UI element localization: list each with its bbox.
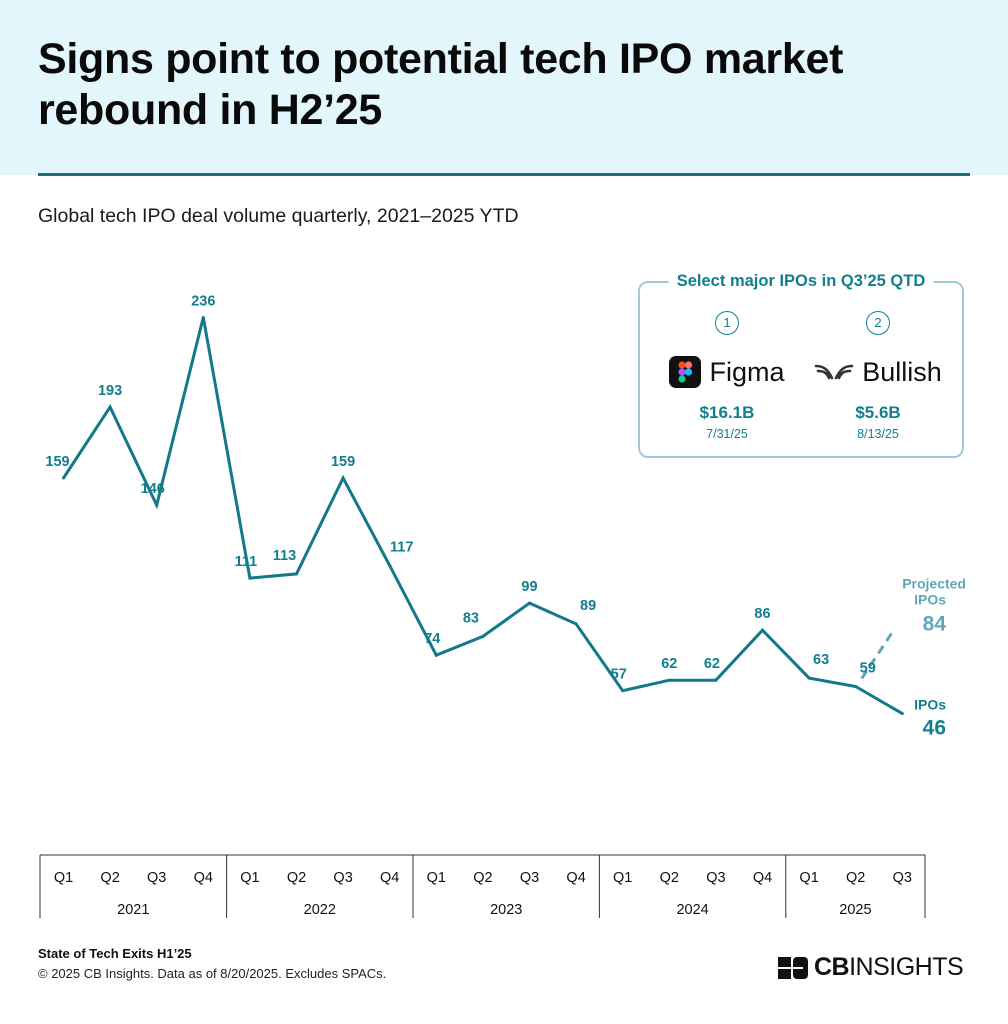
data-label: 62 [704, 656, 720, 672]
data-point [667, 678, 671, 682]
callout-title: Select major IPOs in Q3’25 QTD [668, 272, 934, 291]
data-point [155, 503, 159, 507]
x-tick-label: Q4 [753, 870, 772, 886]
x-tick-label: Q2 [660, 870, 679, 886]
data-point [481, 634, 485, 638]
figma-logo-icon [669, 356, 702, 388]
title-line-1: Signs point to potential tech IPO market [38, 35, 844, 83]
ipo-value: $5.6B [855, 403, 901, 422]
data-point [528, 601, 531, 605]
chart-subtitle: Global tech IPO deal volume quarterly, 2… [38, 205, 519, 227]
footer-report-title: State of Tech Exits H1’25 [38, 946, 192, 961]
data-label: 117 [390, 540, 413, 556]
header-band [0, 0, 1008, 175]
cb-insights-mark-icon [778, 956, 808, 979]
projected-dashed-line [860, 631, 894, 680]
year-label: 2024 [676, 902, 708, 918]
data-point [388, 564, 392, 568]
data-point [900, 712, 904, 716]
x-tick-label: Q3 [147, 870, 166, 886]
data-label: 89 [580, 598, 596, 614]
data-point [295, 572, 298, 576]
x-tick-label: Q3 [893, 870, 912, 886]
data-label: 111 [235, 554, 258, 570]
data-label: 146 [141, 481, 165, 497]
projected-end-value: 84 [923, 612, 947, 635]
data-point [714, 678, 718, 682]
ipo-company-name: Figma [709, 356, 785, 387]
x-tick-label: Q2 [287, 870, 306, 886]
data-label: 159 [331, 454, 355, 470]
data-label: 62 [661, 656, 677, 672]
figma-logo: Figma [652, 355, 802, 389]
x-tick-label: Q4 [566, 870, 585, 886]
x-tick-label: Q1 [54, 870, 73, 886]
data-label: 74 [424, 631, 440, 647]
x-tick-label: Q1 [613, 870, 632, 886]
x-tick-label: Q1 [799, 870, 818, 886]
ipo-value: $16.1B [699, 403, 755, 422]
bullish-logo-icon [814, 364, 854, 380]
ipo-item-figma: 1 Figma $16.1B 7/31/25 [652, 311, 802, 441]
ipo-date: 7/31/25 [706, 427, 748, 441]
x-tick-label: Q1 [427, 870, 446, 886]
ipo-company-name: Bullish [862, 356, 942, 387]
major-ipos-callout: Select major IPOs in Q3’25 QTD 1 Figma $… [638, 272, 964, 458]
year-label: 2025 [839, 902, 871, 918]
data-label: 83 [463, 610, 479, 626]
bullish-logo: Bullish [803, 355, 953, 389]
title-divider [38, 173, 970, 176]
data-label: 193 [98, 383, 122, 399]
data-label: 99 [521, 579, 537, 595]
ipo-number-badge: 2 [866, 311, 890, 335]
data-label: 63 [813, 652, 829, 668]
brand-wordmark: CBINSIGHTS [814, 953, 964, 982]
x-tick-label: Q2 [473, 870, 492, 886]
data-point [434, 653, 438, 657]
x-tick-label: Q3 [333, 870, 352, 886]
year-label: 2021 [117, 902, 149, 918]
data-point [761, 628, 764, 632]
x-tick-label: Q3 [706, 870, 725, 886]
data-label: 236 [191, 293, 215, 309]
x-tick-label: Q3 [520, 870, 539, 886]
x-tick-label: Q2 [100, 870, 119, 886]
data-label: 59 [860, 660, 876, 676]
ipo-number-badge: 1 [715, 311, 739, 335]
ipo-item-bullish: 2 Bullish $5.6B 8/13/25 [803, 311, 953, 441]
projected-series-label-line-1: Projected [902, 575, 966, 591]
ipos-end-value: 46 [923, 717, 946, 740]
data-point [62, 476, 65, 480]
brand-bold: CB [814, 953, 850, 981]
data-label: 57 [611, 667, 627, 683]
brand-rest: INSIGHTS [849, 953, 964, 981]
x-tick-label: Q2 [846, 870, 865, 886]
data-point [574, 622, 578, 626]
footer-source-note: © 2025 CB Insights. Data as of 8/20/2025… [38, 966, 387, 981]
ipos-series-label: IPOs [914, 697, 946, 713]
data-point [621, 689, 625, 693]
x-tick-label: Q4 [380, 870, 399, 886]
projected-series-label-line-2: IPOs [914, 591, 946, 607]
x-tick-label: Q4 [194, 870, 213, 886]
data-point [201, 315, 205, 319]
data-label: 113 [273, 548, 296, 564]
data-point [108, 405, 112, 409]
data-label: 159 [45, 454, 69, 470]
year-label: 2022 [304, 902, 336, 918]
cb-insights-logo: CBINSIGHTS [778, 953, 964, 982]
title-line-2: rebound in H2’25 [38, 86, 383, 134]
data-point [248, 576, 252, 580]
year-label: 2023 [490, 902, 522, 918]
page-title: Signs point to potential tech IPO market… [38, 34, 938, 136]
x-tick-label: Q1 [240, 870, 259, 886]
data-point [854, 684, 858, 688]
ipo-date: 8/13/25 [857, 427, 899, 441]
data-label: 86 [754, 606, 770, 622]
data-point [807, 676, 811, 680]
data-point [341, 476, 345, 480]
